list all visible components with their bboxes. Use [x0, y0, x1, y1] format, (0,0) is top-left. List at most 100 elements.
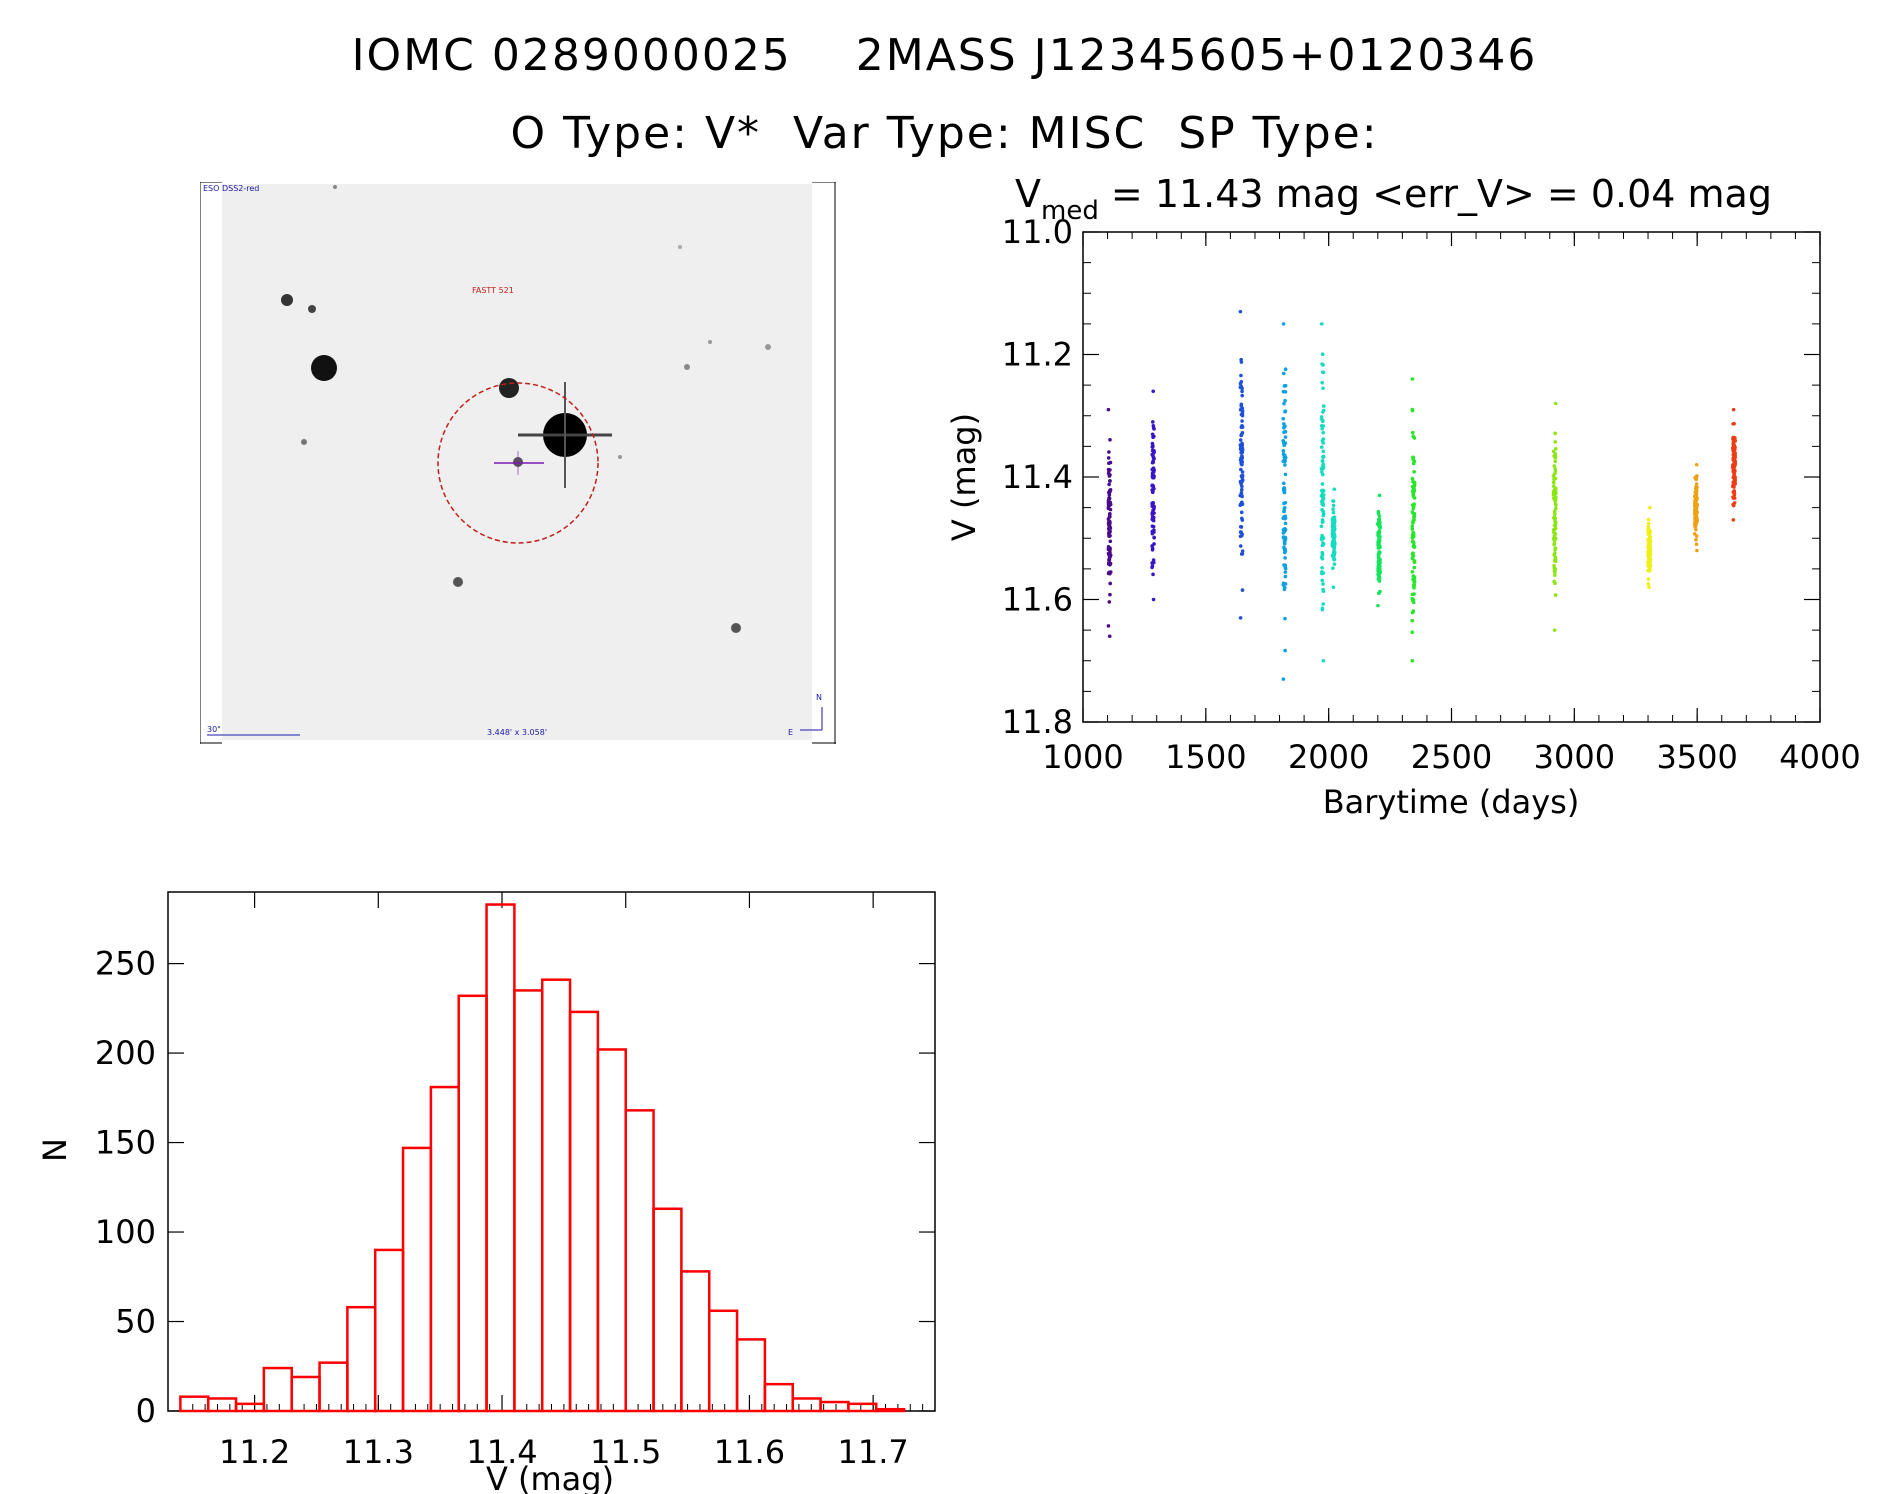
- histogram-bar: [179, 1395, 210, 1413]
- data-point: [1553, 401, 1558, 406]
- data-point: [1647, 585, 1651, 590]
- data-point: [1238, 385, 1243, 390]
- data-point: [1376, 509, 1381, 514]
- data-point: [1240, 588, 1245, 592]
- scale-label: 30": [207, 725, 221, 734]
- data-point: [1150, 483, 1154, 488]
- data-point: [1321, 503, 1326, 507]
- data-point: [1411, 489, 1415, 493]
- data-point: [1321, 658, 1326, 663]
- x-tick-label: 11.3: [343, 1433, 414, 1471]
- data-point: [1553, 431, 1557, 436]
- y-tick-label: 11.8: [1002, 703, 1073, 741]
- data-point: [1731, 466, 1735, 471]
- header-title: IOMC 0289000025 2MASS J12345605+0120346: [351, 30, 1538, 81]
- data-point: [1331, 566, 1335, 570]
- data-point: [1377, 575, 1381, 579]
- data-point: [1320, 482, 1325, 486]
- data-point: [1320, 417, 1324, 422]
- data-point: [1694, 527, 1698, 532]
- data-point: [1732, 459, 1737, 464]
- histogram-bar: [735, 1338, 767, 1413]
- data-point: [1238, 407, 1243, 412]
- y-tick-label: 50: [115, 1303, 156, 1341]
- data-point: [1695, 548, 1699, 553]
- data-point: [1695, 474, 1699, 478]
- data-point: [1108, 530, 1112, 535]
- data-point: [1693, 512, 1697, 517]
- data-point: [1553, 524, 1558, 528]
- data-point: [1331, 585, 1336, 590]
- data-point: [1732, 489, 1737, 493]
- data-point: [1283, 648, 1287, 653]
- data-point: [1694, 537, 1698, 542]
- data-point: [1378, 570, 1382, 574]
- data-point: [1151, 518, 1156, 523]
- data-point: [1552, 509, 1557, 514]
- data-point: [1282, 455, 1287, 460]
- data-point: [1553, 459, 1557, 464]
- data-point: [1648, 530, 1652, 535]
- data-point: [1694, 516, 1698, 520]
- data-point: [1321, 430, 1325, 435]
- y-tick-label: 250: [95, 945, 156, 983]
- y-tick-label: 11.2: [1002, 336, 1073, 374]
- data-point: [1694, 534, 1699, 538]
- data-point: [1648, 535, 1652, 539]
- data-point: [1239, 474, 1244, 478]
- data-point: [1321, 449, 1326, 454]
- data-point: [1693, 523, 1697, 527]
- data-point: [1331, 554, 1336, 558]
- data-point: [1412, 586, 1416, 590]
- data-point: [1647, 552, 1652, 557]
- data-point: [1411, 434, 1416, 439]
- data-point: [1281, 371, 1286, 376]
- histogram-bar: [429, 1085, 460, 1413]
- data-point: [1377, 520, 1381, 524]
- data-point: [1694, 482, 1699, 486]
- data-point: [1410, 527, 1415, 531]
- data-point: [1239, 450, 1243, 455]
- data-point: [1283, 537, 1288, 541]
- data-point: [1282, 550, 1287, 555]
- data-point: [1108, 520, 1112, 525]
- data-point: [1332, 557, 1337, 562]
- data-point: [1647, 547, 1651, 552]
- data-point: [1410, 476, 1415, 481]
- data-point: [1731, 484, 1735, 489]
- data-point: [1108, 539, 1113, 544]
- histogram-bar: [680, 1270, 711, 1413]
- data-point: [1319, 524, 1324, 529]
- data-point: [1553, 502, 1558, 506]
- data-point: [1150, 544, 1154, 548]
- data-point: [1240, 423, 1244, 428]
- data-point: [1107, 634, 1112, 639]
- data-point: [1320, 470, 1324, 474]
- y-tick-label: 150: [95, 1124, 156, 1162]
- data-point: [1107, 560, 1112, 565]
- data-point: [1410, 658, 1415, 663]
- data-point: [1648, 544, 1652, 549]
- data-point: [1283, 435, 1288, 439]
- data-point: [1320, 498, 1325, 503]
- data-point: [1151, 455, 1156, 460]
- data-point: [1693, 498, 1697, 503]
- data-point: [1693, 493, 1698, 498]
- data-point: [1281, 459, 1286, 464]
- histogram-bar: [234, 1402, 266, 1413]
- data-point: [1321, 408, 1326, 413]
- data-point: [1150, 524, 1155, 528]
- data-point: [1321, 404, 1326, 408]
- data-point: [1321, 370, 1326, 375]
- data-point: [1320, 362, 1324, 366]
- y-tick-label: 11.0: [1002, 213, 1073, 251]
- data-point: [1283, 521, 1288, 526]
- data-point: [1321, 465, 1326, 470]
- data-point: [1106, 498, 1111, 503]
- data-point: [1552, 628, 1557, 632]
- x-tick-label: 11.6: [714, 1433, 785, 1471]
- data-point: [1239, 460, 1243, 465]
- season-cluster: [1319, 322, 1326, 663]
- data-point: [1320, 459, 1325, 464]
- data-point: [1410, 430, 1415, 435]
